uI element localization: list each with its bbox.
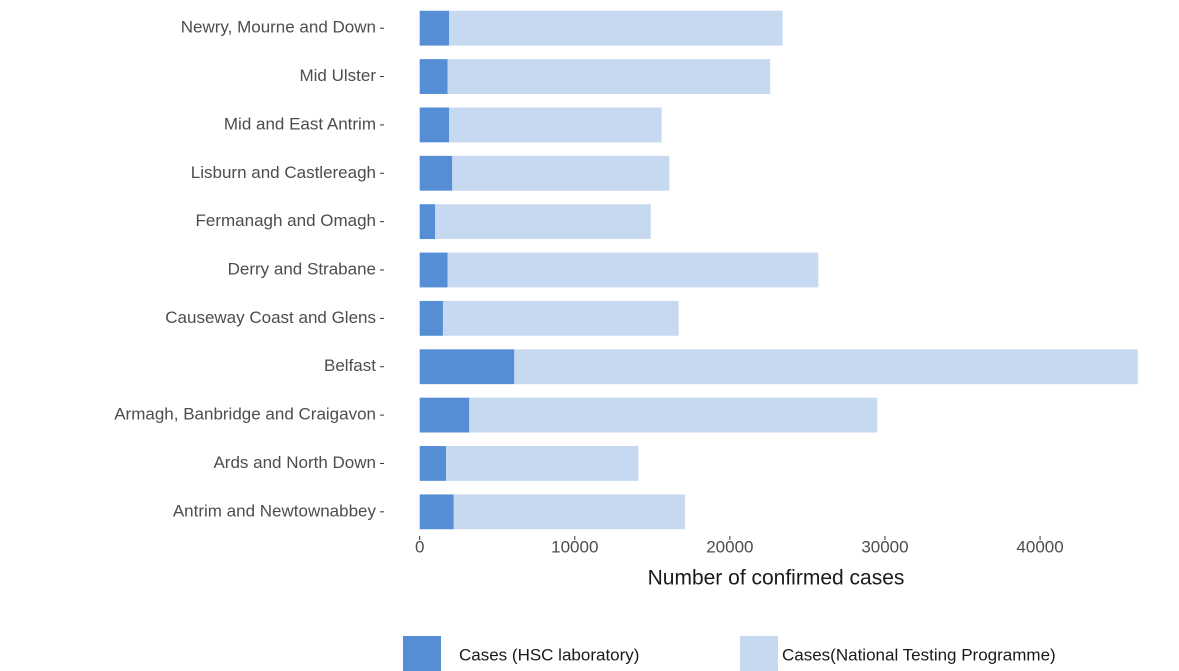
bar-segment	[446, 446, 639, 481]
x-tick-label: 0	[415, 537, 424, 556]
y-tick-label: Mid and East Antrim	[224, 114, 376, 133]
bar-segment	[452, 155, 670, 191]
bar-segment	[449, 10, 783, 46]
bar-segment	[469, 397, 878, 433]
bar-segment	[419, 300, 443, 336]
y-tick-label: Causeway Coast and Glens	[165, 308, 376, 327]
bar-segment	[447, 59, 771, 94]
y-tick-label: Belfast	[324, 356, 376, 375]
bar-segment	[453, 494, 685, 530]
bar-segment	[419, 107, 450, 143]
y-tick-label: Ards and North Down	[213, 453, 376, 472]
legend-label: Cases(National Testing Programme)	[782, 645, 1056, 664]
y-tick-label: Newry, Mourne and Down	[181, 18, 376, 37]
bar-segment	[419, 397, 470, 433]
bar-segment	[514, 349, 1138, 385]
bar-segment	[419, 252, 448, 288]
legend-label: Cases (HSC laboratory)	[459, 645, 639, 664]
y-tick-label: Derry and Strabane	[228, 259, 376, 278]
x-tick-label: 30000	[861, 537, 908, 556]
y-tick-label: Mid Ulster	[299, 66, 376, 85]
bar-segment	[419, 59, 448, 94]
x-tick-label: 20000	[706, 537, 753, 556]
bar-segment	[419, 349, 515, 385]
bar-segment	[449, 107, 662, 143]
y-tick-label: Fermanagh and Omagh	[196, 211, 377, 230]
bar-segment	[442, 300, 679, 336]
y-tick-label: Lisburn and Castlereagh	[191, 163, 376, 182]
bar-segment	[419, 446, 447, 481]
bar-segment	[447, 252, 819, 288]
bar-segment	[419, 10, 450, 46]
x-tick-label: 10000	[551, 537, 598, 556]
bar-segment	[419, 494, 454, 530]
legend-swatch	[403, 636, 441, 671]
legend-swatch	[740, 636, 778, 671]
x-tick-label: 40000	[1016, 537, 1063, 556]
bar-segment	[435, 204, 651, 240]
bar-segment	[419, 155, 453, 191]
y-tick-label: Antrim and Newtownabbey	[173, 501, 377, 520]
y-tick-label: Armagh, Banbridge and Craigavon	[114, 405, 376, 424]
x-axis-title: Number of confirmed cases	[648, 567, 905, 590]
bar-segment	[419, 204, 436, 240]
